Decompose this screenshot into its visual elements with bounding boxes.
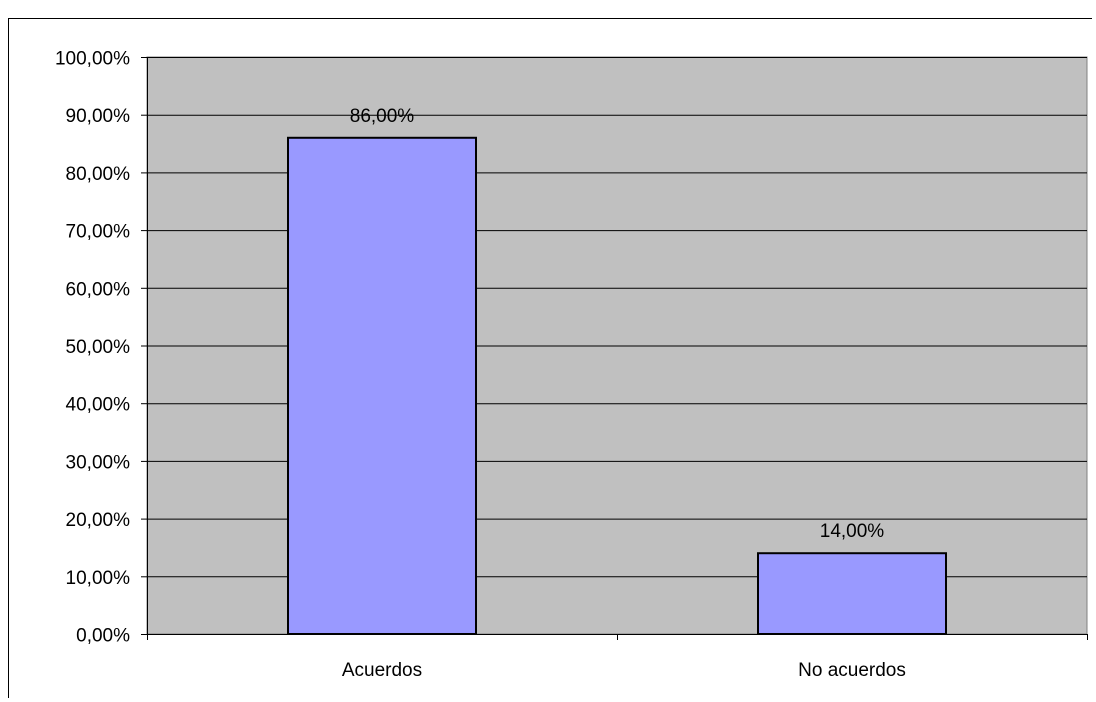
y-tick-label: 10,00% xyxy=(66,568,131,589)
chart-frame xyxy=(8,18,1092,698)
bar xyxy=(287,136,477,635)
data-label: 86,00% xyxy=(350,106,415,127)
y-tick-label: 70,00% xyxy=(66,222,131,243)
y-tick-label: 60,00% xyxy=(66,279,131,300)
data-labels: 86,00% 14,00% xyxy=(350,106,885,542)
y-tick-label: 80,00% xyxy=(66,164,131,185)
y-tick-label: 100,00% xyxy=(55,49,130,70)
y-tick-label: 20,00% xyxy=(66,510,131,531)
x-tick-label: Acuerdos xyxy=(342,660,422,681)
y-tick-label: 30,00% xyxy=(66,452,131,473)
y-tick-label: 50,00% xyxy=(66,337,131,358)
y-tick-label: 0,00% xyxy=(76,626,130,647)
y-tick-label: 40,00% xyxy=(66,395,131,416)
bar xyxy=(757,552,947,635)
y-tick-label: 90,00% xyxy=(66,106,131,127)
x-axis: Acuerdos No acuerdos xyxy=(147,634,1088,681)
y-axis: 0,00% 10,00% 20,00% 30,00% 40,00% 50,00% 60,00… xyxy=(55,49,148,647)
data-label: 14,00% xyxy=(820,521,885,542)
bars xyxy=(287,136,947,635)
x-tick-label: No acuerdos xyxy=(798,660,906,681)
